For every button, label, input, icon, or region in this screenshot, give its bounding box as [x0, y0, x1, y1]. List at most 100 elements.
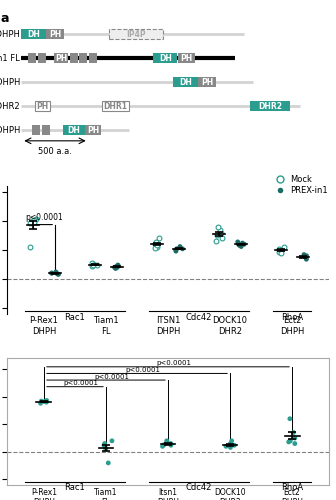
- Point: [153, 238, 159, 246]
- Point: [106, 459, 111, 467]
- Point: [174, 245, 179, 253]
- Text: PH: PH: [36, 102, 48, 110]
- Point: [278, 246, 284, 254]
- Text: Rac1: Rac1: [65, 313, 85, 322]
- Text: P-Rex1 DHPH: P-Rex1 DHPH: [0, 30, 20, 38]
- Text: PH: PH: [55, 54, 67, 62]
- Point: [114, 262, 119, 270]
- Text: Rac1: Rac1: [65, 483, 85, 492]
- Point: [154, 242, 160, 250]
- Bar: [38, 53, 46, 63]
- Point: [223, 442, 229, 450]
- Point: [28, 242, 33, 250]
- Point: [102, 440, 107, 448]
- Point: [160, 442, 165, 450]
- Point: [109, 437, 115, 445]
- Text: ITSN1 DHPH: ITSN1 DHPH: [0, 78, 20, 86]
- Point: [303, 254, 309, 262]
- Text: PH: PH: [201, 78, 213, 86]
- Point: [291, 428, 296, 436]
- Point: [101, 441, 107, 449]
- Point: [90, 260, 95, 268]
- Point: [276, 245, 281, 253]
- Point: [113, 264, 118, 272]
- Point: [165, 438, 170, 446]
- Text: p<0.0001: p<0.0001: [95, 374, 130, 380]
- Point: [103, 445, 109, 453]
- Point: [53, 268, 58, 276]
- Text: PH: PH: [181, 54, 193, 62]
- Point: [115, 261, 121, 269]
- Point: [282, 242, 287, 250]
- Text: DH: DH: [159, 54, 172, 62]
- Point: [156, 234, 162, 242]
- Point: [286, 438, 291, 446]
- Text: Cdc42: Cdc42: [186, 483, 212, 492]
- Point: [49, 269, 54, 277]
- Bar: [198, 77, 216, 87]
- Text: PH: PH: [87, 126, 99, 134]
- Point: [164, 437, 169, 445]
- Text: PH: PH: [49, 30, 61, 38]
- Text: RhoA: RhoA: [281, 483, 303, 492]
- Point: [112, 264, 117, 272]
- Bar: [173, 77, 198, 87]
- Point: [215, 231, 220, 239]
- Point: [90, 262, 95, 270]
- Text: p<0.0001: p<0.0001: [25, 214, 63, 222]
- Point: [228, 444, 233, 452]
- Point: [115, 264, 120, 272]
- Point: [39, 397, 44, 405]
- Point: [303, 253, 308, 261]
- Point: [153, 240, 158, 248]
- Text: IP4P: IP4P: [126, 30, 145, 38]
- Text: DH: DH: [68, 126, 80, 134]
- Point: [277, 248, 282, 256]
- Bar: [250, 101, 290, 111]
- Bar: [35, 101, 50, 111]
- Point: [34, 215, 39, 223]
- Point: [304, 252, 309, 260]
- Bar: [22, 29, 46, 39]
- Point: [228, 440, 233, 448]
- Point: [38, 400, 43, 407]
- Point: [161, 440, 167, 448]
- Bar: [89, 53, 97, 63]
- Point: [235, 238, 241, 246]
- Text: Tiam1 FL: Tiam1 FL: [0, 54, 20, 62]
- Point: [44, 398, 49, 406]
- Bar: [46, 29, 64, 39]
- Bar: [54, 53, 69, 63]
- Point: [292, 440, 297, 448]
- Point: [217, 226, 223, 234]
- Point: [32, 216, 37, 224]
- Point: [54, 269, 59, 277]
- Legend: Mock, PREX-in1: Mock, PREX-in1: [268, 172, 332, 198]
- Point: [220, 234, 225, 242]
- Point: [177, 242, 183, 250]
- Text: p<0.0001: p<0.0001: [64, 380, 99, 386]
- Text: p<0.0001: p<0.0001: [126, 367, 161, 373]
- Point: [218, 228, 224, 236]
- Point: [56, 270, 61, 278]
- Point: [44, 396, 49, 404]
- Point: [301, 250, 307, 258]
- Point: [288, 437, 293, 445]
- Point: [42, 398, 47, 406]
- Text: DHR1: DHR1: [103, 102, 127, 110]
- Text: DH: DH: [27, 30, 40, 38]
- Point: [55, 270, 60, 278]
- Point: [242, 240, 247, 248]
- Text: DOCK10 DHR2: DOCK10 DHR2: [0, 102, 20, 110]
- Point: [216, 223, 221, 231]
- Text: a: a: [0, 12, 9, 26]
- Point: [213, 237, 218, 245]
- Bar: [32, 125, 40, 135]
- Text: Cdc42: Cdc42: [186, 313, 212, 322]
- Text: DH: DH: [179, 78, 192, 86]
- Point: [177, 244, 182, 252]
- Point: [229, 437, 235, 445]
- Text: DHR2: DHR2: [258, 102, 282, 110]
- Bar: [28, 53, 36, 63]
- Bar: [63, 125, 85, 135]
